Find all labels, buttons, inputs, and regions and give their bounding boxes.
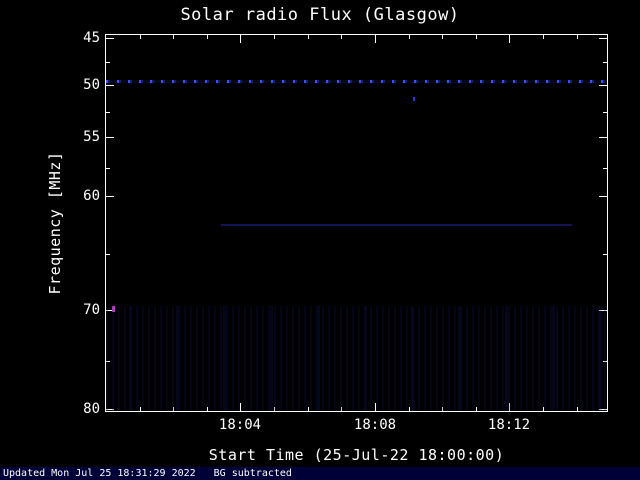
y-tick-label: 45: [83, 30, 100, 46]
x-tick-label: 18:04: [218, 417, 262, 433]
x-minor-tick: [308, 407, 309, 411]
x-axis-label: Start Time (25-Jul-22 18:00:00): [208, 446, 505, 464]
x-major-tick: [509, 403, 510, 411]
plot-area: 45 50 55 60 70 80 18:04 18:08 18:12: [83, 30, 608, 433]
y-axis-label: Frequency [MHz]: [46, 151, 64, 295]
x-minor-tick: [341, 407, 342, 411]
x-major-tick: [375, 35, 376, 43]
x-tick-label: 18:12: [487, 417, 531, 433]
y-minor-tick: [106, 254, 110, 255]
y-minor-tick: [603, 254, 607, 255]
chart-title: Solar radio Flux (Glasgow): [180, 5, 460, 25]
y-minor-tick: [106, 112, 110, 113]
x-minor-tick: [543, 407, 544, 411]
y-major-tick: [106, 409, 114, 410]
x-minor-tick: [140, 407, 141, 411]
y-minor-tick: [603, 112, 607, 113]
y-tick-label: 80: [83, 401, 100, 417]
x-minor-tick: [476, 407, 477, 411]
y-major-tick: [599, 85, 607, 86]
x-minor-tick: [207, 35, 208, 39]
y-major-tick: [599, 137, 607, 138]
y-tick-label: 60: [83, 188, 100, 204]
x-minor-tick: [442, 35, 443, 39]
status-bar: Updated Mon Jul 25 18:31:29 2022 BG subt…: [0, 467, 640, 480]
y-major-tick: [599, 196, 607, 197]
x-minor-tick: [577, 407, 578, 411]
interference-line-49.7MHz: [106, 80, 607, 83]
y-minor-tick: [106, 62, 110, 63]
y-tick-label: 50: [83, 77, 100, 93]
y-minor-tick: [603, 361, 607, 362]
bg-subtracted-note: BG subtracted: [213, 468, 292, 479]
y-tick-label: 70: [83, 302, 100, 318]
x-minor-tick: [308, 35, 309, 39]
x-minor-tick: [173, 35, 174, 39]
x-major-tick: [509, 35, 510, 43]
y-major-tick: [106, 196, 114, 197]
point-51.5MHz: [413, 97, 415, 101]
x-minor-tick: [140, 35, 141, 39]
y-minor-tick: [106, 168, 110, 169]
x-major-tick: [375, 403, 376, 411]
background-noise: [106, 306, 607, 411]
x-minor-tick: [543, 35, 544, 39]
y-major-tick: [106, 310, 114, 311]
x-minor-tick: [207, 407, 208, 411]
x-minor-tick: [442, 407, 443, 411]
y-major-tick: [106, 38, 114, 39]
y-tick-label: 55: [83, 129, 100, 145]
x-minor-tick: [173, 407, 174, 411]
x-minor-tick: [341, 35, 342, 39]
x-major-tick: [240, 35, 241, 43]
y-major-tick: [599, 409, 607, 410]
y-major-tick: [599, 310, 607, 311]
x-major-tick: [240, 403, 241, 411]
x-minor-tick: [409, 407, 410, 411]
x-tick-label: 18:08: [353, 417, 397, 433]
y-major-tick: [106, 85, 114, 86]
x-minor-tick: [274, 407, 275, 411]
point-70.5MHz: [112, 306, 115, 312]
y-major-tick: [599, 38, 607, 39]
x-minor-tick: [476, 35, 477, 39]
x-minor-tick: [409, 35, 410, 39]
y-minor-tick: [603, 62, 607, 63]
faint-band-62.5MHz: [221, 224, 572, 226]
y-minor-tick: [603, 168, 607, 169]
y-major-tick: [106, 137, 114, 138]
updated-timestamp: Updated Mon Jul 25 18:31:29 2022: [3, 468, 196, 479]
x-minor-tick: [274, 35, 275, 39]
y-minor-tick: [106, 361, 110, 362]
x-minor-tick: [577, 35, 578, 39]
